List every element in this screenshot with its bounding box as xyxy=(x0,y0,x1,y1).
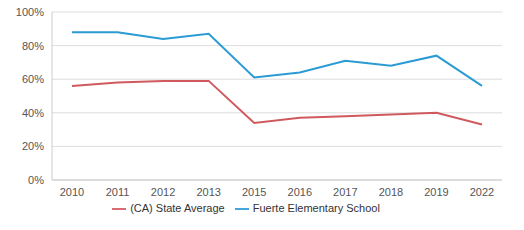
svg-text:2011: 2011 xyxy=(106,186,130,198)
svg-text:40%: 40% xyxy=(22,107,44,119)
svg-text:2013: 2013 xyxy=(196,186,220,198)
svg-text:2010: 2010 xyxy=(60,186,84,198)
svg-text:60%: 60% xyxy=(22,73,44,85)
html-text:Fuerte Elementary School: Fuerte Elementary School xyxy=(252,202,380,214)
svg-text:2012: 2012 xyxy=(151,186,175,198)
svg-text:2018: 2018 xyxy=(379,186,403,198)
svg-text:0%: 0% xyxy=(28,174,44,186)
html-text:(CA) State Average: (CA) State Average xyxy=(130,202,225,214)
svg-text:2017: 2017 xyxy=(333,186,357,198)
svg-text:2022: 2022 xyxy=(470,186,494,198)
svg-text:80%: 80% xyxy=(22,40,44,52)
svg-text:100%: 100% xyxy=(16,6,44,18)
svg-text:2015: 2015 xyxy=(242,186,266,198)
svg-text:2016: 2016 xyxy=(288,186,312,198)
svg-text:20%: 20% xyxy=(22,140,44,152)
svg-text:2019: 2019 xyxy=(424,186,448,198)
